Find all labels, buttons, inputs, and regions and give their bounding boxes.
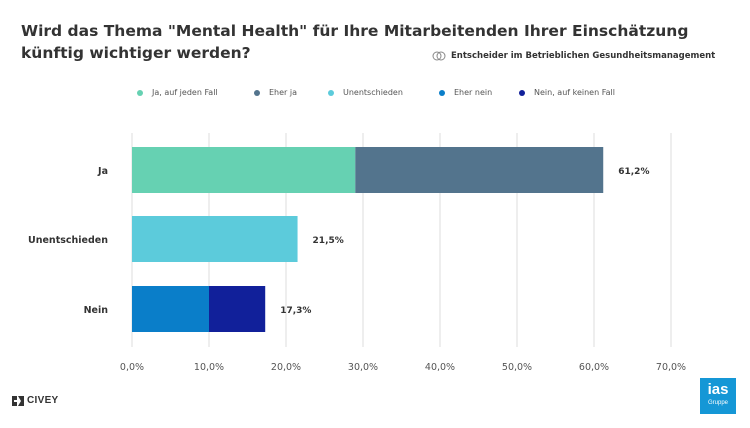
x-tick-label: 70,0%	[656, 362, 686, 373]
legend-swatch	[519, 89, 525, 96]
bar-segment	[132, 216, 298, 262]
x-tick-label: 10,0%	[194, 362, 224, 373]
legend-swatch	[137, 89, 143, 96]
data-label: 17,3%	[280, 306, 311, 316]
legend-swatch	[328, 89, 334, 96]
data-label: 61,2%	[618, 167, 649, 177]
data-label: 21,5%	[313, 236, 344, 246]
legend-swatch	[439, 89, 445, 96]
x-tick-label: 60,0%	[579, 362, 609, 373]
x-tick-label: 30,0%	[348, 362, 378, 373]
legend-label: Ja, auf jeden Fall	[152, 88, 218, 97]
chart-title: Wird das Thema "Mental Health" für Ihre …	[21, 22, 689, 62]
legend-label: Eher nein	[454, 88, 493, 97]
legend-label: Eher ja	[269, 88, 298, 97]
chart-legend: Ja, auf jeden Fall Eher ja Unentschieden Eh…	[0, 88, 750, 102]
category-label: Unentschieden	[28, 235, 108, 246]
legend-label: Nein, auf keinen Fall	[534, 88, 615, 97]
bar-segment	[132, 286, 209, 332]
civey-logo: CIVEY	[12, 395, 59, 406]
x-tick-label: 0,0%	[120, 362, 144, 373]
bar-segment	[132, 147, 356, 193]
civey-logo-icon	[12, 395, 24, 406]
civey-label: CIVEY	[27, 395, 59, 406]
x-tick-label: 20,0%	[271, 362, 301, 373]
bar-segment	[209, 286, 266, 332]
legend-item: Nein, auf keinen Fall	[519, 88, 615, 97]
legend-item: Unentschieden	[328, 88, 403, 97]
category-label: Ja	[97, 166, 108, 177]
ias-logo: ias Gruppe	[700, 378, 736, 414]
legend-swatch	[254, 89, 260, 96]
legend-item: Ja, auf jeden Fall	[137, 88, 218, 97]
legend-item: Eher ja	[254, 88, 297, 97]
bar-segment	[355, 147, 604, 193]
x-tick-label: 50,0%	[502, 362, 532, 373]
people-icon	[432, 51, 446, 61]
subtitle-text: Entscheider im Betrieblichen Gesundheits…	[451, 51, 716, 61]
ias-logo-main: ias	[707, 381, 729, 398]
chart-subtitle: Entscheider im Betrieblichen Gesundheits…	[432, 50, 715, 62]
x-tick-label: 40,0%	[425, 362, 455, 373]
legend-label: Unentschieden	[343, 88, 403, 97]
category-label: Nein	[84, 305, 109, 316]
legend-item: Eher nein	[439, 88, 492, 97]
ias-logo-sub: Gruppe	[707, 400, 728, 406]
